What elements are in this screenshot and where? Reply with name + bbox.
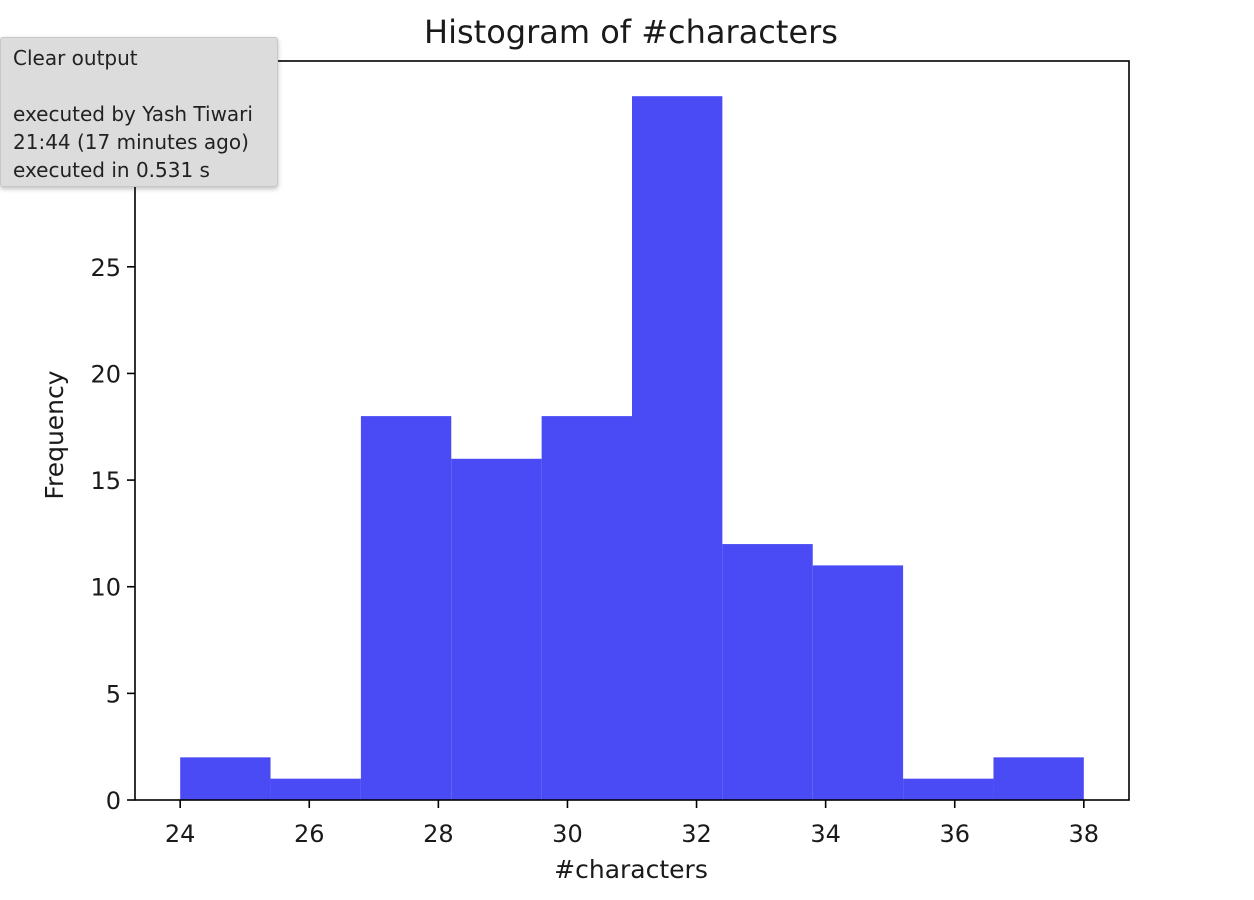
- clear-output-action[interactable]: Clear output: [13, 46, 138, 70]
- executed-time-text: 21:44 (17 minutes ago): [13, 130, 249, 154]
- histogram-bar: [180, 757, 271, 800]
- x-tick-label: 30: [552, 820, 583, 848]
- bars-group: [180, 96, 1084, 800]
- tooltip-spacer: [13, 72, 265, 100]
- histogram-bar: [632, 96, 723, 800]
- y-tick-label: 15: [90, 467, 121, 495]
- y-tick-label: 5: [106, 680, 121, 708]
- x-axis-ticks: 24 26 28 30 32 34 36 38: [165, 800, 1099, 848]
- y-tick-label: 20: [90, 360, 121, 388]
- execution-duration-text: executed in 0.531 s: [13, 158, 210, 182]
- histogram-bar: [541, 416, 632, 800]
- x-axis-label: #characters: [554, 855, 708, 884]
- y-tick-label: 0: [106, 787, 121, 815]
- histogram-bar: [722, 544, 813, 800]
- x-tick-label: 24: [165, 820, 196, 848]
- x-tick-label: 28: [423, 820, 454, 848]
- cell-execution-tooltip: Clear output executed by Yash Tiwari 21:…: [0, 37, 278, 187]
- histogram-bar: [360, 416, 452, 800]
- histogram-bar: [812, 565, 904, 800]
- y-tick-label: 10: [90, 574, 121, 602]
- histogram-bar: [270, 778, 361, 800]
- histogram-bar: [993, 757, 1084, 800]
- histogram-bar: [903, 778, 994, 800]
- plot-frame: [134, 60, 1130, 801]
- histogram-bar: [451, 458, 542, 800]
- y-tick-label: 25: [90, 254, 121, 282]
- executed-by-text: executed by Yash Tiwari: [13, 102, 253, 126]
- x-tick-label: 26: [294, 820, 325, 848]
- x-tick-label: 32: [681, 820, 712, 848]
- x-tick-label: 36: [939, 820, 970, 848]
- y-axis-label: Frequency: [40, 370, 69, 499]
- y-axis-ticks: 0 5 10 15 20 25: [90, 254, 135, 815]
- x-tick-label: 38: [1069, 820, 1100, 848]
- x-tick-label: 34: [810, 820, 841, 848]
- chart-title: Histogram of #characters: [424, 13, 838, 51]
